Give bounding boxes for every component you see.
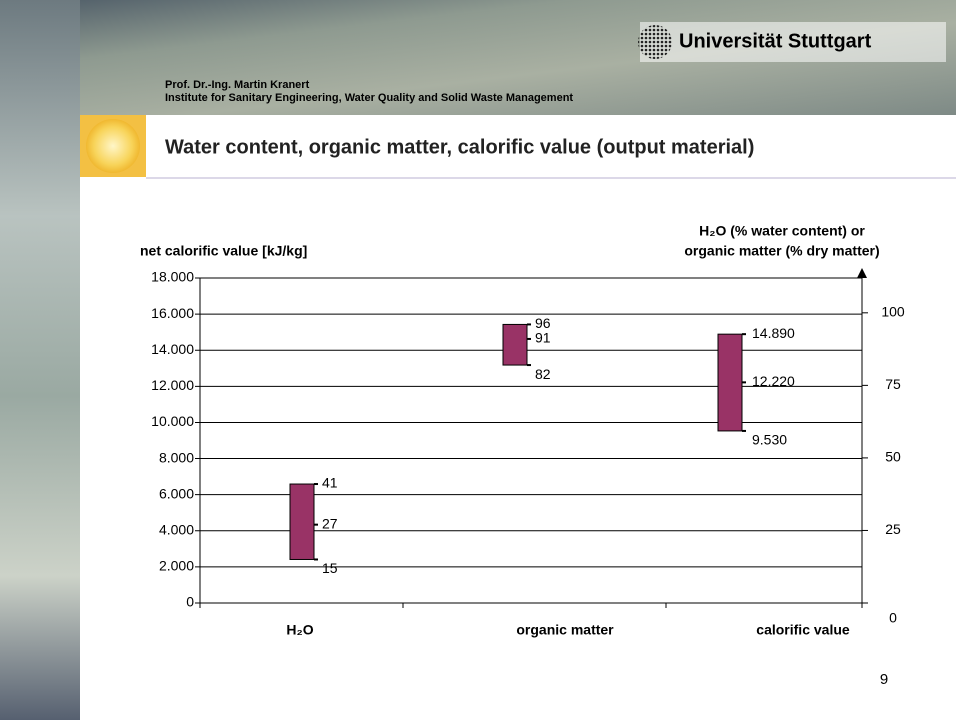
value-label: 41 [322,475,338,491]
range-bar [718,334,742,431]
value-label: 15 [322,560,338,576]
y2-tick-label: 100 [881,304,905,320]
y-axis-title: net calorific value [kJ/kg] [140,243,307,259]
y-tick-label: 6.000 [159,485,194,501]
x-tick-label: H₂O [286,622,313,638]
y2-tick-label: 50 [885,449,901,465]
y-tick-label: 0 [186,594,194,610]
y-tick-label: 4.000 [159,521,194,537]
value-label: 14.890 [752,325,795,341]
institute: Institute for Sanitary Engineering, Wate… [165,92,573,104]
value-label: 96 [535,315,551,331]
value-label: 9.530 [752,432,787,448]
y-tick-label: 12.000 [151,377,194,393]
x-tick-label: organic matter [516,622,614,638]
y-tick-label: 2.000 [159,558,194,574]
university-name: Universität Stuttgart [679,30,872,52]
y-tick-label: 8.000 [159,449,194,465]
x-tick-label: calorific value [756,622,850,638]
y-tick-label: 14.000 [151,341,194,357]
slide: Universität Stuttgart Prof. Dr.-Ing. Mar… [0,0,956,720]
value-label: 82 [535,366,551,382]
y2-axis-title: organic matter (% dry matter) [684,243,879,259]
y-tick-label: 18.000 [151,269,194,285]
y-tick-label: 10.000 [151,413,194,429]
author: Prof. Dr.-Ing. Martin Kranert [165,79,310,91]
value-label: 27 [322,515,338,531]
value-label: 91 [535,330,551,346]
y2-tick-label: 75 [885,376,901,392]
y-tick-label: 16.000 [151,305,194,321]
value-label: 12.220 [752,373,795,389]
y2-tick-label: 25 [885,521,901,537]
range-bar [290,484,314,559]
page-number: 9 [880,671,888,688]
slide-title: Water content, organic matter, calorific… [165,136,754,158]
y2-axis-title: H₂O (% water content) or [699,223,865,239]
side-photo [0,0,80,720]
university-logo [638,25,672,59]
logo [86,119,140,173]
range-bar [503,324,527,365]
y2-tick-label: 0 [889,610,897,626]
